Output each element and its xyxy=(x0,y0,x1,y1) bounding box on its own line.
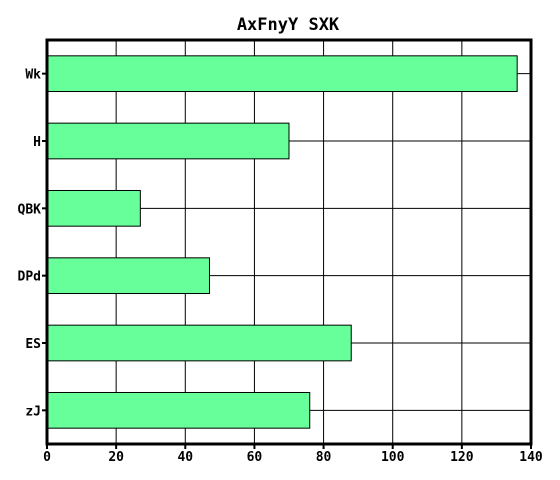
plot-frame xyxy=(45,38,533,446)
bars xyxy=(46,55,518,429)
axis-ticks xyxy=(42,72,532,449)
bar-wk xyxy=(46,55,518,93)
bar-es xyxy=(46,324,352,362)
x-tick-label: 100 xyxy=(381,450,405,465)
x-tick-label: 120 xyxy=(450,450,474,465)
x-tick-label: 40 xyxy=(177,450,193,465)
y-tick-label: QBK xyxy=(18,202,42,217)
bar-zj xyxy=(46,391,311,429)
x-tick-label: 0 xyxy=(43,450,51,465)
x-tick-label: 60 xyxy=(247,450,263,465)
y-tick-label: H xyxy=(33,135,41,150)
x-tick-labels: 0 20 40 60 80 100 120 140 xyxy=(43,450,543,465)
x-tick-label: 20 xyxy=(108,450,124,465)
y-tick-label: zJ xyxy=(25,404,41,419)
bar-h xyxy=(46,122,290,160)
chart-title: AxFnyY SXK xyxy=(237,15,340,35)
y-tick-label: ES xyxy=(25,337,41,352)
x-tick-label: 80 xyxy=(316,450,332,465)
grid-lines xyxy=(46,40,532,444)
y-tick-label: DPd xyxy=(18,270,41,285)
bar-dpd xyxy=(46,257,210,295)
y-tick-label: Wk xyxy=(25,68,41,83)
y-tick-labels: Wk H QBK DPd ES zJ xyxy=(18,68,42,420)
bar-qbk xyxy=(46,189,141,227)
x-tick-label: 140 xyxy=(519,450,543,465)
